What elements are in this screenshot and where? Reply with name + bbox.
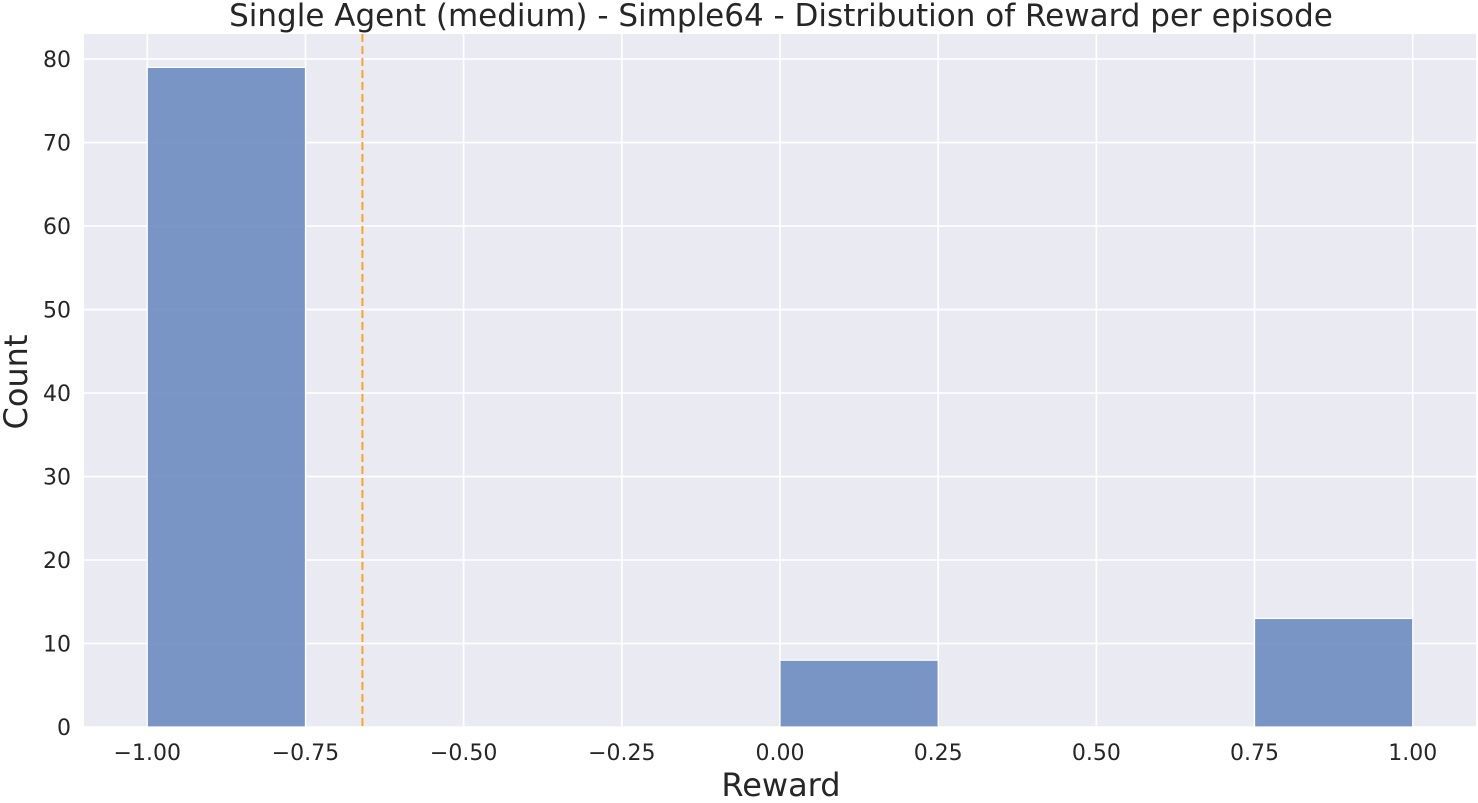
y-tick-label: 80	[43, 48, 71, 73]
y-tick-label: 50	[43, 299, 71, 324]
histogram-bar	[1253, 617, 1414, 728]
x-tick-label: 0.75	[1230, 741, 1279, 766]
tick-labels: −1.00 −0.75 −0.50 −0.25 0.00 0.25 0.50 0.75 1.00…	[43, 48, 1437, 766]
x-axis-label: Reward	[721, 766, 840, 803]
chart-title: Single Agent (medium) - Simple64 - Distr…	[229, 0, 1333, 34]
y-axis-label: Count	[0, 334, 35, 429]
y-tick-label: 70	[43, 132, 71, 157]
histogram-bar	[779, 659, 939, 728]
x-tick-label: −1.00	[114, 741, 181, 766]
y-tick-label: 20	[43, 549, 71, 574]
y-tick-label: 10	[43, 633, 71, 658]
x-tick-label: −0.50	[430, 741, 497, 766]
histogram-bars	[146, 66, 1414, 728]
y-tick-label: 40	[43, 382, 71, 407]
x-tick-label: 0.25	[914, 741, 963, 766]
x-tick-label: 0.00	[756, 741, 805, 766]
y-tick-label: 30	[43, 466, 71, 491]
x-tick-label: 1.00	[1388, 741, 1437, 766]
y-tick-label: 60	[43, 215, 71, 240]
x-tick-label: −0.75	[272, 741, 339, 766]
histogram-bar	[146, 66, 307, 728]
x-tick-label: 0.50	[1072, 741, 1121, 766]
x-tick-label: −0.25	[588, 741, 655, 766]
y-tick-label: 0	[57, 716, 71, 741]
